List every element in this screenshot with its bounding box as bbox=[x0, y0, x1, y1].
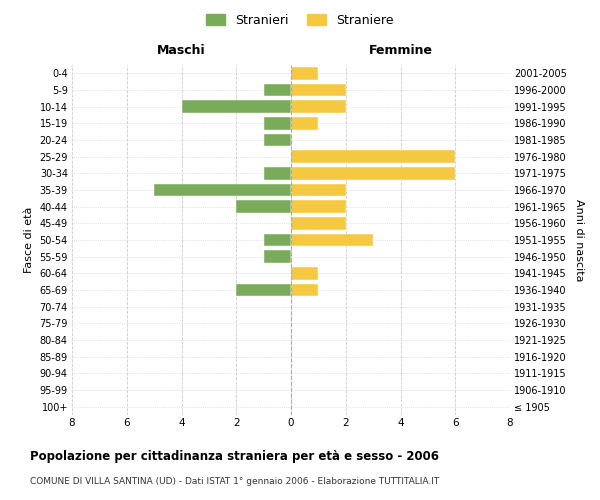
Y-axis label: Fasce di età: Fasce di età bbox=[24, 207, 34, 273]
Bar bbox=[154, 184, 291, 196]
Text: COMUNE DI VILLA SANTINA (UD) - Dati ISTAT 1° gennaio 2006 - Elaborazione TUTTITA: COMUNE DI VILLA SANTINA (UD) - Dati ISTA… bbox=[30, 478, 439, 486]
Text: Popolazione per cittadinanza straniera per età e sesso - 2006: Popolazione per cittadinanza straniera p… bbox=[30, 450, 439, 463]
Legend: Stranieri, Straniere: Stranieri, Straniere bbox=[202, 8, 398, 32]
Bar bbox=[291, 167, 455, 179]
Bar bbox=[291, 67, 319, 80]
Bar bbox=[291, 184, 346, 196]
Bar bbox=[182, 100, 291, 113]
Bar bbox=[236, 284, 291, 296]
Bar bbox=[263, 234, 291, 246]
Bar bbox=[263, 117, 291, 130]
Bar bbox=[291, 234, 373, 246]
Bar bbox=[291, 217, 346, 230]
Bar bbox=[263, 134, 291, 146]
Bar bbox=[263, 84, 291, 96]
Bar bbox=[291, 200, 346, 213]
Y-axis label: Anni di nascita: Anni di nascita bbox=[574, 198, 584, 281]
Bar bbox=[291, 150, 455, 163]
Bar bbox=[291, 284, 319, 296]
Bar bbox=[291, 100, 346, 113]
Bar bbox=[236, 200, 291, 213]
Bar bbox=[291, 84, 346, 96]
Bar bbox=[263, 167, 291, 179]
Text: Maschi: Maschi bbox=[157, 44, 206, 57]
Bar bbox=[291, 117, 319, 130]
Text: Femmine: Femmine bbox=[368, 44, 433, 57]
Bar bbox=[291, 267, 319, 280]
Bar bbox=[263, 250, 291, 263]
